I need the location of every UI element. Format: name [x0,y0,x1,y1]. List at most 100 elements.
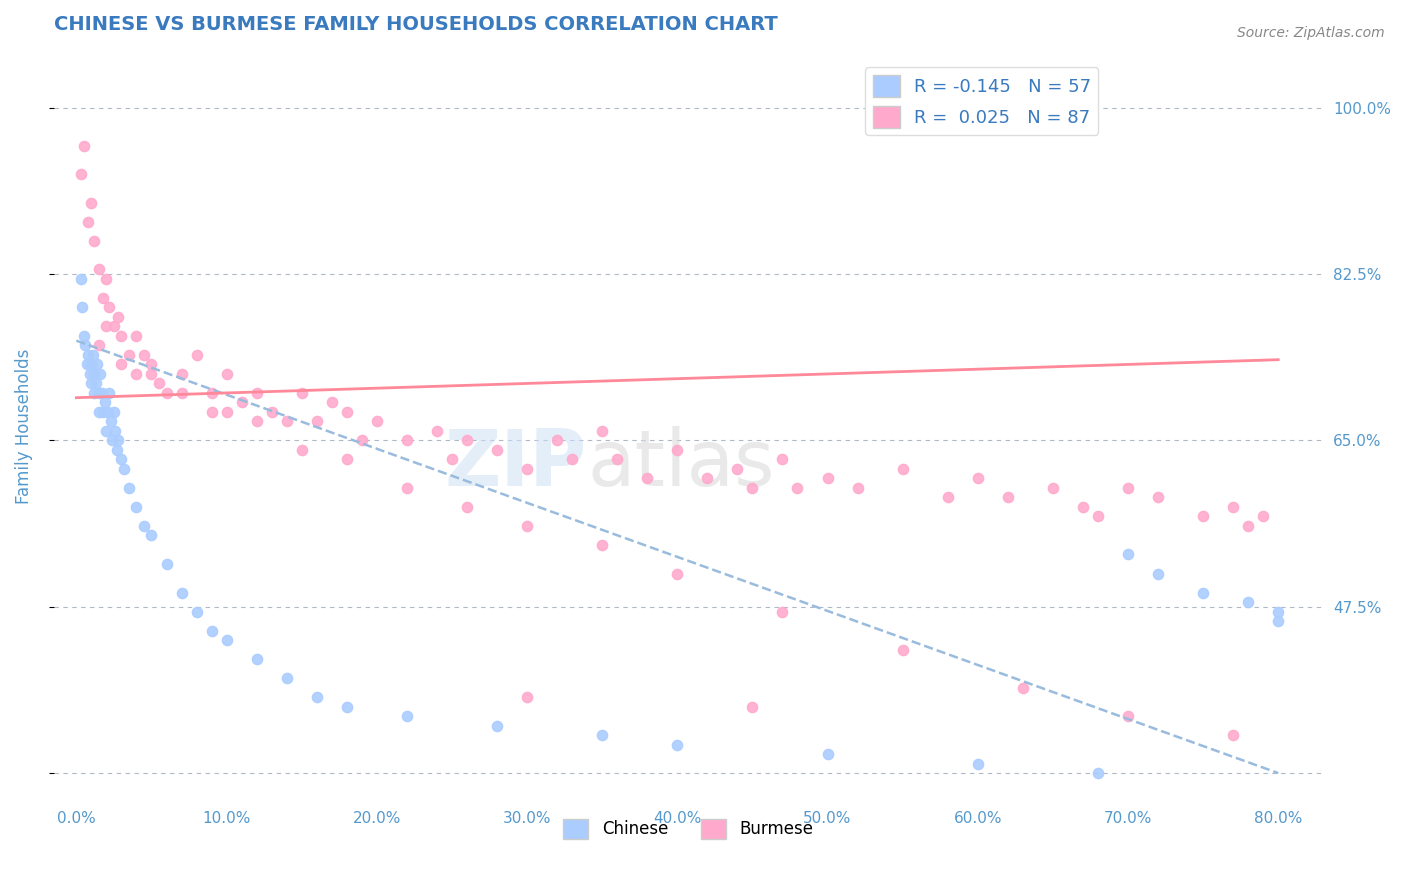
Point [1116,481,1139,495]
Point [817,747,839,761]
Point [200,386,222,401]
Point [141,358,163,372]
Point [80,376,103,391]
Point [87,262,110,277]
Point [305,414,328,428]
Point [440,452,463,467]
Point [276,671,298,685]
Point [291,386,314,401]
Point [591,538,613,552]
Point [98,301,121,315]
Point [110,329,132,343]
Point [104,424,127,438]
Point [561,452,583,467]
Text: ZIP: ZIP [444,425,586,501]
Point [170,367,193,381]
Point [215,367,238,381]
Point [87,405,110,419]
Point [846,481,869,495]
Point [426,424,449,438]
Point [79,367,101,381]
Point [591,424,613,438]
Point [997,491,1019,505]
Point [606,452,628,467]
Point [1147,566,1170,581]
Point [93,405,115,419]
Point [772,605,794,619]
Point [321,395,343,409]
Point [1237,595,1260,609]
Point [110,358,132,372]
Point [772,452,794,467]
Point [70,167,93,181]
Point [101,434,124,448]
Point [118,348,141,362]
Point [77,215,100,229]
Point [395,434,418,448]
Point [170,585,193,599]
Point [103,405,125,419]
Point [141,367,163,381]
Point [786,481,808,495]
Point [741,699,763,714]
Point [1042,481,1064,495]
Point [516,462,538,476]
Point [485,442,508,457]
Text: atlas: atlas [586,425,775,501]
Text: Source: ZipAtlas.com: Source: ZipAtlas.com [1237,26,1385,40]
Point [231,395,253,409]
Point [246,414,269,428]
Point [114,462,136,476]
Point [89,367,111,381]
Point [696,471,718,485]
Point [97,405,120,419]
Point [215,405,238,419]
Point [155,386,177,401]
Point [246,386,269,401]
Point [170,386,193,401]
Point [636,471,658,485]
Point [336,452,359,467]
Point [215,633,238,648]
Point [936,491,959,505]
Point [966,471,988,485]
Point [456,500,478,514]
Point [817,471,839,485]
Point [72,301,94,315]
Point [96,272,118,286]
Point [966,756,988,771]
Point [1011,681,1033,695]
Point [1222,500,1244,514]
Point [516,519,538,533]
Point [891,642,914,657]
Point [83,234,105,248]
Point [186,605,208,619]
Point [75,338,97,352]
Point [105,442,128,457]
Point [87,386,110,401]
Point [80,195,103,210]
Point [516,690,538,704]
Point [107,434,129,448]
Text: CHINESE VS BURMESE FAMILY HOUSEHOLDS CORRELATION CHART: CHINESE VS BURMESE FAMILY HOUSEHOLDS COR… [53,15,778,34]
Point [366,414,388,428]
Point [305,690,328,704]
Point [73,329,96,343]
Point [395,481,418,495]
Point [98,386,121,401]
Point [350,434,373,448]
Point [76,358,98,372]
Point [1267,605,1289,619]
Point [141,528,163,542]
Point [80,358,103,372]
Point [73,139,96,153]
Point [83,386,105,401]
Point [148,376,170,391]
Point [276,414,298,428]
Point [741,481,763,495]
Point [132,348,155,362]
Point [1087,766,1109,780]
Point [546,434,568,448]
Point [96,319,118,334]
Point [336,405,359,419]
